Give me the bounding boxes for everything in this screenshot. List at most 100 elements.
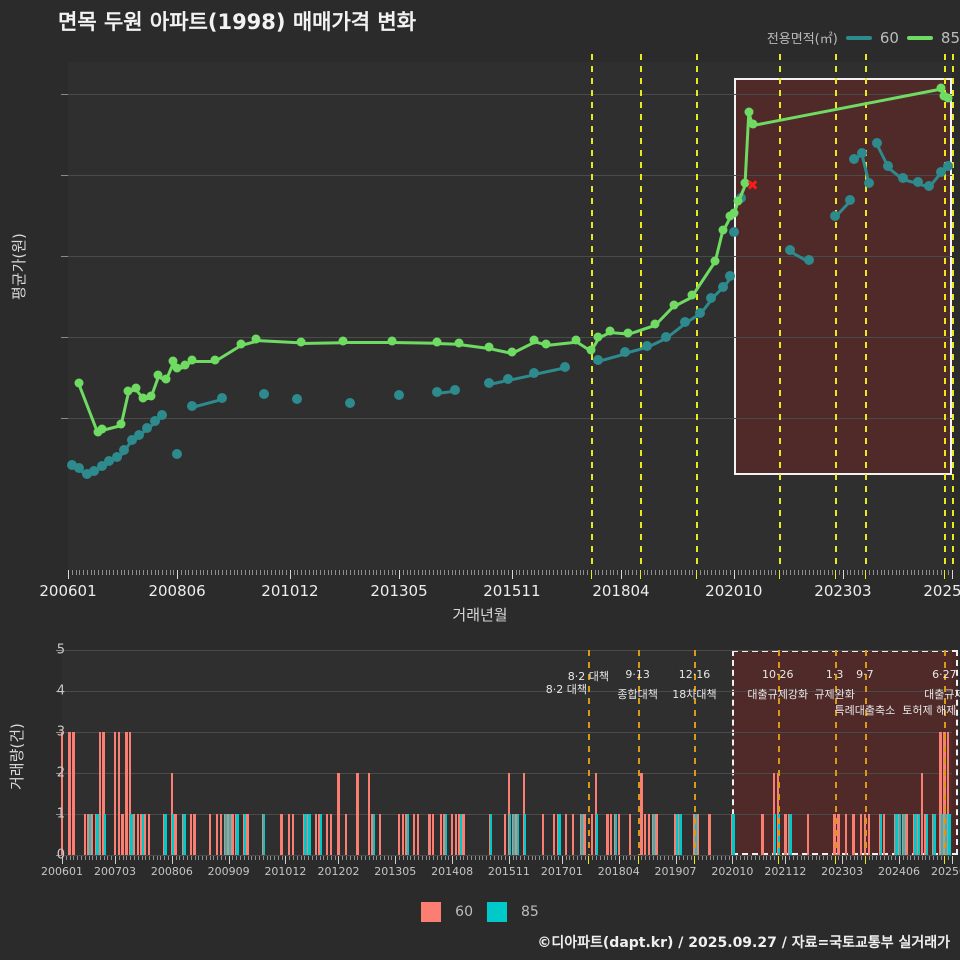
price-x-tick-label: 201804 <box>592 582 650 600</box>
volume-x-tick <box>505 856 507 860</box>
price-data-point <box>845 194 856 205</box>
volume-x-tick <box>724 856 726 860</box>
volume-x-tick <box>607 856 609 860</box>
volume-x-tick-label: 201202 <box>317 865 360 878</box>
price-x-tick <box>699 570 701 575</box>
volume-x-tick <box>948 856 950 860</box>
volume-bar-60 <box>314 814 317 855</box>
price-data-point <box>116 419 126 429</box>
volume-x-tick <box>686 856 688 860</box>
price-data-point <box>432 337 442 347</box>
volume-x-tick <box>463 856 465 860</box>
volume-event-line <box>834 650 837 855</box>
price-x-tick <box>474 570 476 575</box>
volume-x-tick <box>198 856 200 860</box>
volume-x-tick-label: 202303 <box>821 865 864 878</box>
price-x-tick <box>323 570 325 575</box>
volume-bar-60 <box>193 814 196 855</box>
volume-y-tick <box>56 650 62 651</box>
volume-x-tick <box>213 856 215 860</box>
volume-bar-60 <box>697 814 700 855</box>
volume-x-tick <box>141 856 143 860</box>
price-x-tick <box>414 570 416 575</box>
volume-x-tick <box>838 856 840 860</box>
volume-x-major-tick <box>171 856 173 864</box>
price-x-tick <box>715 570 716 575</box>
price-x-tick <box>545 570 547 575</box>
policy-annotation-label: 토허제 해제 <box>902 704 957 717</box>
price-x-tick <box>782 570 784 575</box>
volume-bar-60 <box>288 814 291 855</box>
volume-bar-60 <box>882 814 885 855</box>
price-x-tick <box>146 570 148 575</box>
price-data-point <box>586 345 596 355</box>
volume-bar-60 <box>443 814 446 855</box>
volume-x-tick <box>376 856 378 860</box>
price-x-tick <box>722 570 724 575</box>
volume-bar-85 <box>580 814 584 855</box>
volume-bar-60 <box>125 732 128 855</box>
price-x-tick-label: 201305 <box>370 582 428 600</box>
volume-bar-85 <box>880 814 883 855</box>
volume-y-tick-label: 1 <box>56 806 65 822</box>
price-x-tick <box>624 570 626 575</box>
volume-bar-60 <box>378 814 382 855</box>
price-x-tick <box>538 570 540 575</box>
volume-x-tick <box>410 856 412 860</box>
price-x-tick <box>726 570 728 575</box>
volume-x-tick <box>577 856 579 860</box>
price-data-point <box>104 455 115 466</box>
price-x-tick <box>361 570 363 575</box>
volume-x-tick <box>425 856 427 860</box>
price-line-segment <box>192 359 215 363</box>
volume-x-tick <box>221 856 223 860</box>
area-legend: 전용면적(㎡) 60 85 <box>767 28 960 48</box>
volume-x-tick <box>902 856 904 860</box>
price-x-tick <box>214 570 216 575</box>
volume-bar-60 <box>129 732 132 855</box>
volume-x-tick <box>103 856 105 860</box>
volume-x-tick-label: 201907 <box>654 865 697 878</box>
volume-bar-60 <box>261 814 264 855</box>
policy-annotation-date: 1·3 <box>825 668 844 681</box>
volume-gridline <box>62 732 952 733</box>
volume-x-tick <box>649 856 651 860</box>
legend-label-85: 85 <box>940 28 960 47</box>
volume-bar-60 <box>182 814 185 855</box>
price-x-tick <box>741 570 743 575</box>
price-x-tick <box>188 570 190 575</box>
price-gridline <box>68 94 952 96</box>
policy-annotation-date: 10·26 <box>762 668 794 681</box>
volume-x-tick-label: 201408 <box>431 865 474 878</box>
price-x-tick <box>564 570 566 575</box>
volume-x-tick <box>406 856 408 860</box>
price-x-tick <box>210 570 212 575</box>
volume-x-tick <box>800 856 802 860</box>
volume-x-major-tick <box>228 856 230 864</box>
volume-x-tick <box>811 856 813 860</box>
volume-bar-85 <box>509 814 512 855</box>
volume-bar-60 <box>924 814 927 855</box>
price-x-tick <box>316 570 318 575</box>
volume-x-tick <box>531 856 533 860</box>
price-x-tick <box>342 570 344 575</box>
volume-x-tick <box>122 856 124 860</box>
volume-bar-85 <box>652 814 656 855</box>
volume-x-tick <box>921 856 923 860</box>
price-x-tick <box>873 570 874 575</box>
volume-x-tick <box>349 856 351 860</box>
volume-x-tick <box>925 856 927 860</box>
price-x-tick <box>876 570 878 575</box>
price-x-tick <box>444 570 446 575</box>
volume-x-tick <box>482 856 484 860</box>
volume-x-tick <box>940 856 942 860</box>
price-x-tick <box>929 570 931 575</box>
volume-bar-60 <box>98 732 102 855</box>
volume-x-tick <box>868 856 870 860</box>
volume-x-tick-label: 202406 <box>877 865 920 878</box>
volume-x-tick <box>872 856 874 860</box>
volume-bar-60 <box>606 814 609 855</box>
legend-label-60: 60 <box>879 28 899 47</box>
price-x-tick <box>244 570 246 575</box>
price-data-point <box>236 339 246 348</box>
